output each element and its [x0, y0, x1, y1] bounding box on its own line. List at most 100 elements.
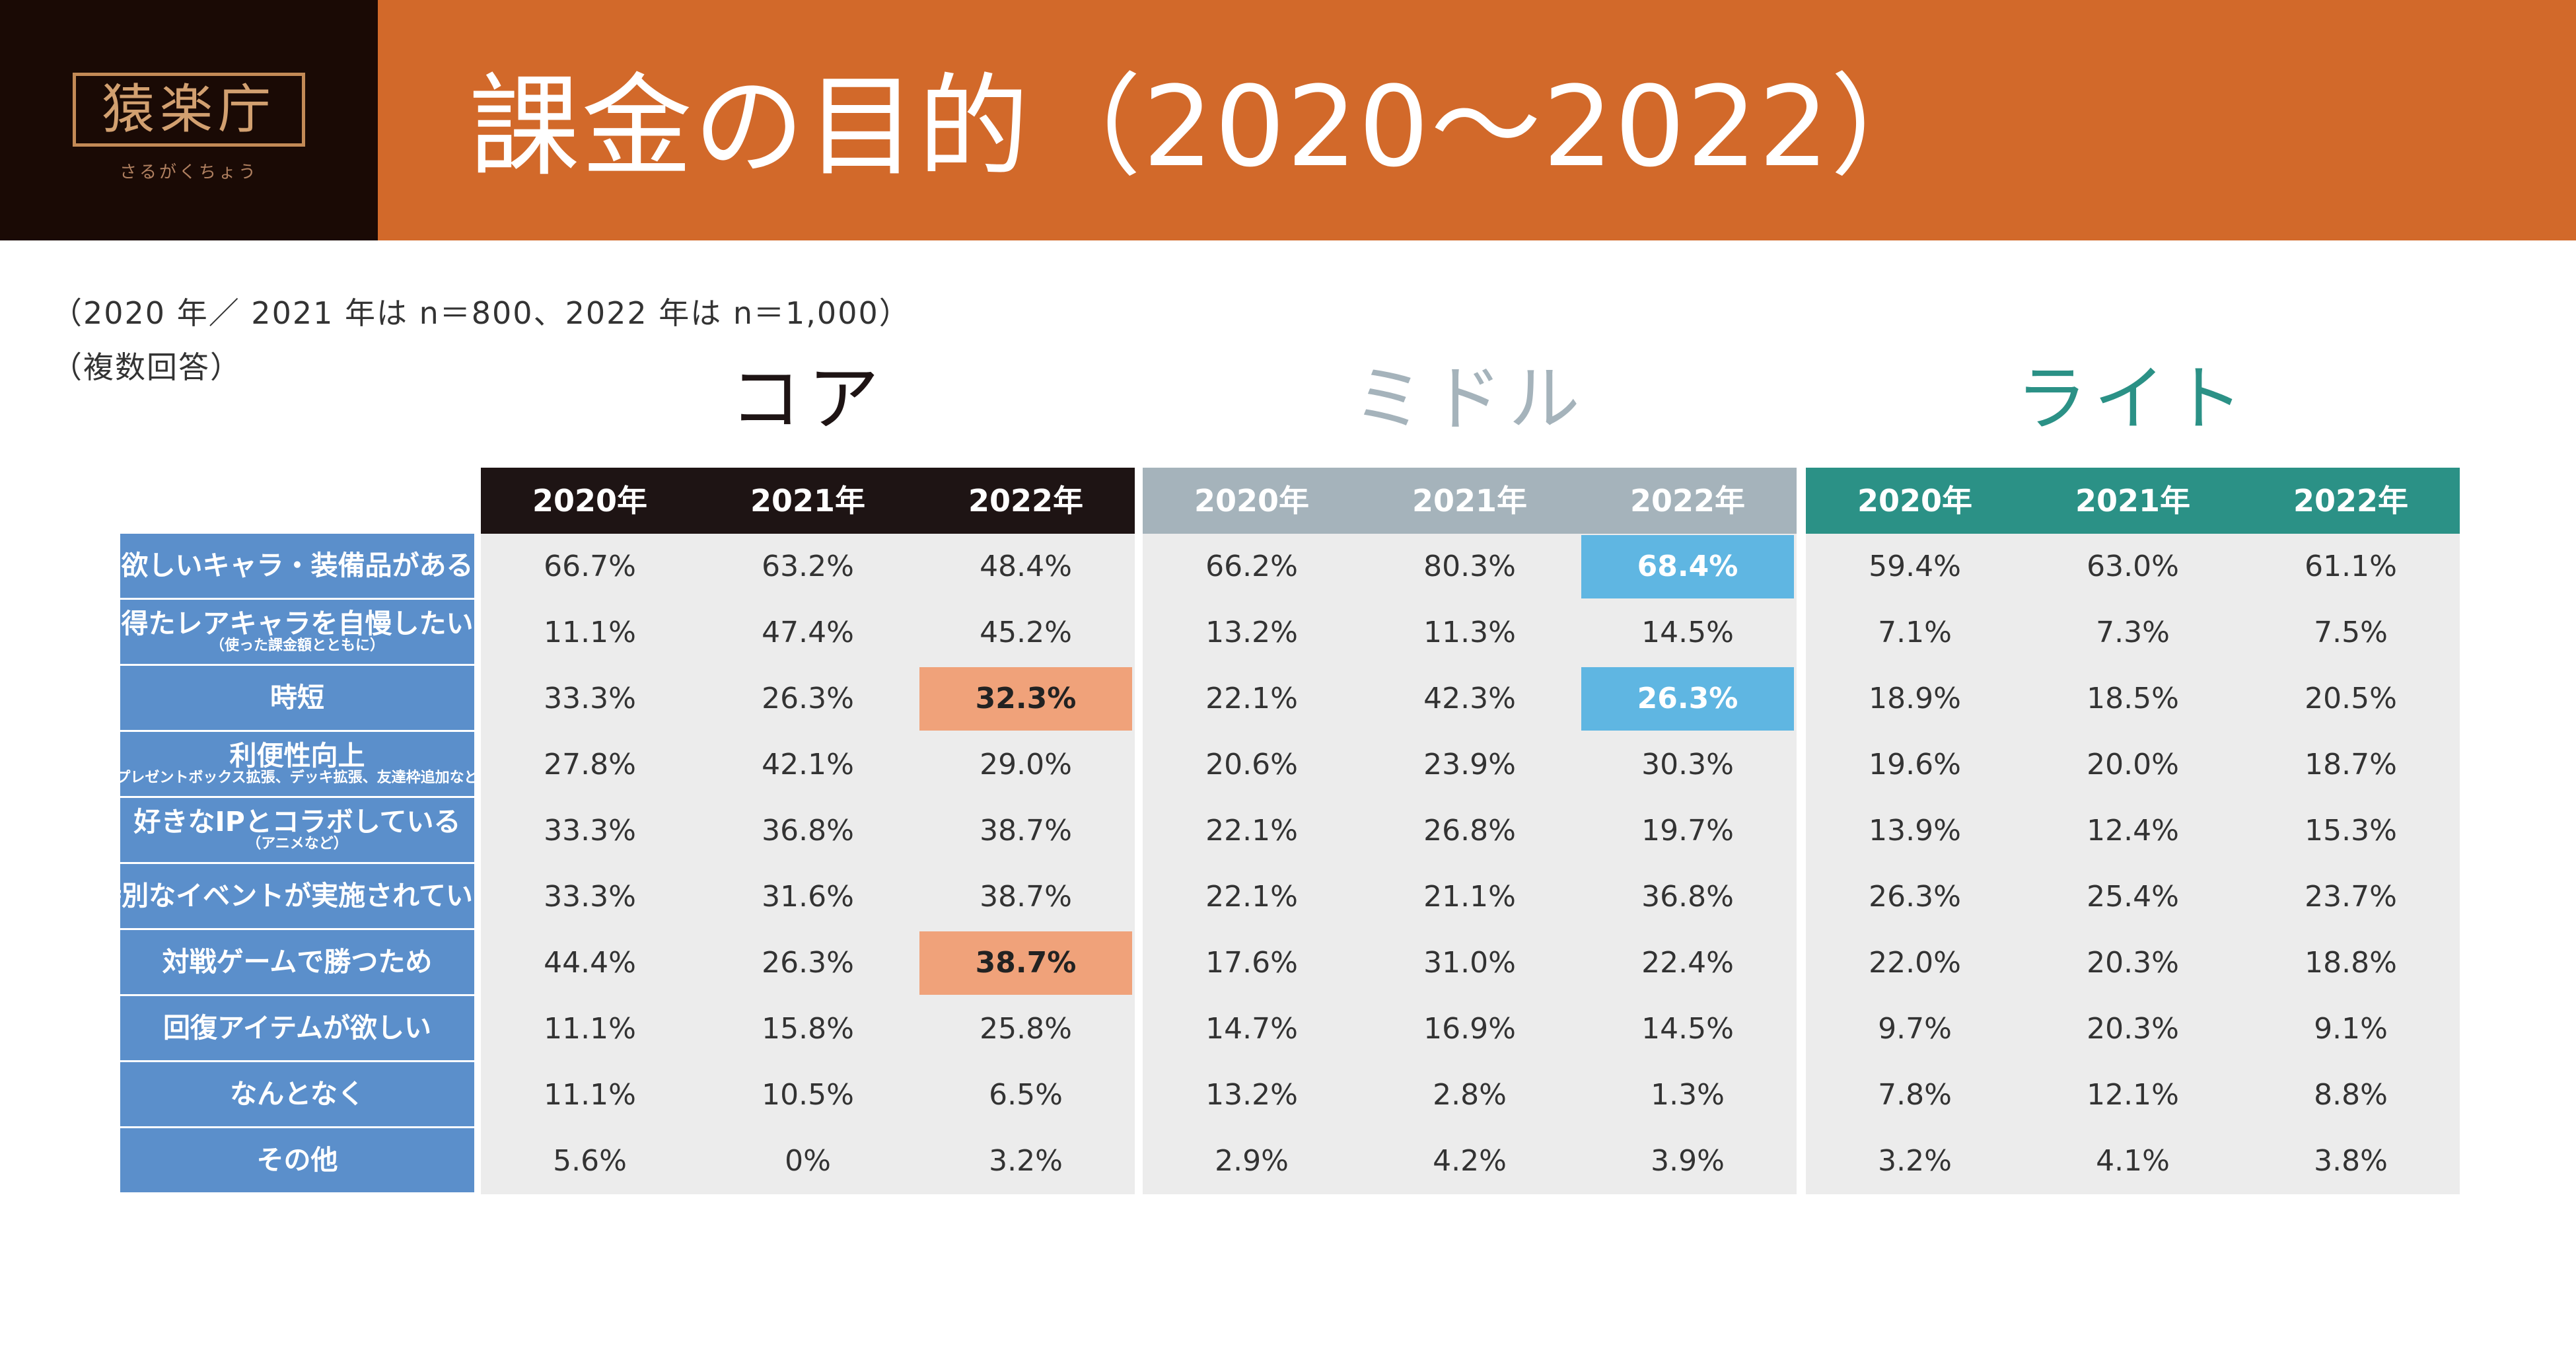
data-cell-core: 42.1%	[699, 732, 917, 798]
data-cell-middle: 13.2%	[1143, 600, 1361, 666]
header-row-middle: 2020年 2021年 2022年	[1143, 468, 1797, 534]
cell-value: 12.4%	[2087, 814, 2179, 847]
data-cell-light: 18.9%	[1806, 666, 2024, 732]
cell-value: 36.8%	[762, 814, 854, 847]
data-cell-light: 4.1%	[2024, 1128, 2242, 1194]
data-cell-light: 22.0%	[1806, 930, 2024, 996]
cell-value: 20.0%	[2087, 748, 2179, 781]
cell-value: 1.3%	[1651, 1078, 1725, 1112]
data-cell-middle: 80.3%	[1361, 534, 1579, 600]
cell-value: 27.8%	[544, 748, 636, 781]
header-bar: 猿楽庁 さるがくちょう 課金の目的（2020～2022）	[0, 0, 2576, 240]
row-label-text: その他	[256, 1143, 338, 1176]
cell-value: 42.3%	[1423, 682, 1516, 715]
data-cell-core: 45.2%	[917, 600, 1135, 666]
cell-value: 19.6%	[1869, 748, 1961, 781]
cell-value: 33.3%	[544, 814, 636, 847]
cell-value: 14.5%	[1641, 616, 1734, 649]
cell-value: 47.4%	[762, 616, 854, 649]
year-header: 2020年	[1194, 483, 1310, 519]
data-cell-core: 15.8%	[699, 996, 917, 1062]
cell-value: 14.7%	[1205, 1012, 1298, 1046]
cell-value: 6.5%	[989, 1078, 1063, 1112]
cell-value: 22.1%	[1205, 880, 1298, 914]
row-label-5: 好きなIPとコラボしている （アニメなど）	[120, 798, 474, 864]
sample-size-note: （2020 年／ 2021 年は n＝800、2022 年は n＝1,000）	[52, 295, 911, 331]
data-cell-middle: 14.7%	[1143, 996, 1361, 1062]
logo: 猿楽庁 さるがくちょう	[0, 0, 378, 240]
data-cell-core: 33.3%	[481, 798, 699, 864]
row-label-3: 時短	[120, 666, 474, 732]
data-cell-middle: 14.5%	[1579, 600, 1797, 666]
cell-value: 18.7%	[2305, 748, 2397, 781]
row-label-text: 欲しいキャラ・装備品がある	[121, 549, 474, 581]
cell-value: 13.2%	[1205, 616, 1298, 649]
cell-value: 10.5%	[762, 1078, 854, 1112]
group-title-core: コア	[729, 358, 886, 441]
header-row-light: 2020年 2021年 2022年	[1806, 468, 2460, 534]
row-label-text: 特別なイベントが実施されている	[94, 879, 500, 912]
cell-value: 23.9%	[1423, 748, 1516, 781]
cell-value: 44.4%	[544, 946, 636, 980]
group-body-core	[481, 534, 1135, 1194]
cell-value: 13.2%	[1205, 1078, 1298, 1112]
cell-value: 2.9%	[1215, 1144, 1289, 1178]
data-cell-light: 3.2%	[1806, 1128, 2024, 1194]
cell-value: 63.0%	[2087, 550, 2179, 583]
cell-value: 63.2%	[762, 550, 854, 583]
row-label-text: 利便性向上	[229, 739, 365, 772]
cell-value: 59.4%	[1869, 550, 1961, 583]
cell-value: 31.0%	[1423, 946, 1516, 980]
cell-value: 17.6%	[1205, 946, 1298, 980]
data-cell-core: 63.2%	[699, 534, 917, 600]
header-row-core: 2020年 2021年 2022年	[481, 468, 1135, 534]
row-label-1: 欲しいキャラ・装備品がある	[120, 534, 474, 600]
data-cell-middle: 13.2%	[1143, 1062, 1361, 1128]
data-cell-light: 63.0%	[2024, 534, 2242, 600]
data-cell-middle: 66.2%	[1143, 534, 1361, 600]
data-cell-core: 3.2%	[917, 1128, 1135, 1194]
cell-value: 25.8%	[980, 1012, 1072, 1046]
data-cell-light: 12.1%	[2024, 1062, 2242, 1128]
data-cell-core: 29.0%	[917, 732, 1135, 798]
cell-value: 48.4%	[980, 550, 1072, 583]
data-cell-middle: 22.1%	[1143, 798, 1361, 864]
cell-value: 2.8%	[1433, 1078, 1507, 1112]
logo-subtitle: さるがくちょう	[119, 162, 258, 182]
data-cell-middle: 22.4%	[1579, 930, 1797, 996]
highlight-box	[1581, 667, 1794, 731]
highlight-box	[919, 931, 1132, 995]
cell-value: 18.8%	[2305, 946, 2397, 980]
data-cell-core: 26.3%	[699, 666, 917, 732]
logo-frame: 猿楽庁	[73, 73, 305, 147]
cell-value: 8.8%	[2314, 1078, 2388, 1112]
cell-value: 7.1%	[1878, 616, 1952, 649]
data-cell-light: 13.9%	[1806, 798, 2024, 864]
data-cell-middle: 22.1%	[1143, 666, 1361, 732]
row-label-subtext: （プレゼントボックス拡張、デッキ拡張、友達枠追加など）	[101, 769, 493, 786]
cell-value: 11.3%	[1423, 616, 1516, 649]
data-cell-light: 25.4%	[2024, 864, 2242, 930]
data-cell-light: 3.8%	[2242, 1128, 2460, 1194]
data-cell-light: 12.4%	[2024, 798, 2242, 864]
row-label-text: なんとなく	[230, 1077, 365, 1110]
row-label-9: なんとなく	[120, 1062, 474, 1128]
cell-value: 66.2%	[1205, 550, 1298, 583]
cell-value: 5.6%	[553, 1144, 627, 1178]
data-cell-light: 23.7%	[2242, 864, 2460, 930]
cell-value: 11.1%	[544, 1012, 636, 1046]
cell-value: 12.1%	[2087, 1078, 2179, 1112]
cell-value: 22.0%	[1869, 946, 1961, 980]
cell-value: 18.5%	[2087, 682, 2179, 715]
cell-value: 22.4%	[1641, 946, 1734, 980]
cell-value: 19.7%	[1641, 814, 1734, 847]
cell-value: 16.9%	[1423, 1012, 1516, 1046]
data-cell-middle: 30.3%	[1579, 732, 1797, 798]
row-label-10: その他	[120, 1128, 474, 1194]
cell-value: 23.7%	[2305, 880, 2397, 914]
row-label-text: 回復アイテムが欲しい	[163, 1011, 431, 1044]
cell-value: 21.1%	[1423, 880, 1516, 914]
year-header: 2022年	[1629, 483, 1746, 519]
cell-value: 7.3%	[2096, 616, 2170, 649]
cell-value: 7.8%	[1878, 1078, 1952, 1112]
